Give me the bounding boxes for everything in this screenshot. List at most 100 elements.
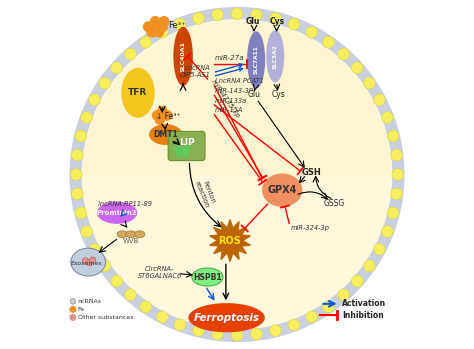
Text: miR-27a: miR-27a bbox=[215, 55, 245, 61]
Circle shape bbox=[89, 243, 100, 255]
Circle shape bbox=[99, 77, 110, 89]
Text: SLC3A2: SLC3A2 bbox=[273, 44, 278, 69]
Circle shape bbox=[75, 130, 87, 142]
Ellipse shape bbox=[117, 231, 128, 238]
Circle shape bbox=[82, 20, 392, 329]
Circle shape bbox=[174, 18, 186, 30]
Circle shape bbox=[176, 150, 183, 157]
Text: Fenton
reaction: Fenton reaction bbox=[194, 178, 217, 209]
Circle shape bbox=[288, 18, 300, 30]
Text: Cys: Cys bbox=[271, 90, 285, 99]
Circle shape bbox=[125, 289, 137, 301]
Text: miR-324-3p: miR-324-3p bbox=[291, 225, 330, 231]
Circle shape bbox=[99, 260, 110, 272]
Circle shape bbox=[81, 225, 92, 237]
Text: Other substances: Other substances bbox=[78, 315, 133, 320]
Circle shape bbox=[140, 36, 152, 48]
Circle shape bbox=[212, 9, 224, 21]
Ellipse shape bbox=[262, 173, 302, 207]
Circle shape bbox=[351, 275, 363, 287]
Text: Glu: Glu bbox=[246, 17, 260, 26]
Circle shape bbox=[70, 8, 404, 341]
Circle shape bbox=[75, 207, 87, 219]
Text: WVB: WVB bbox=[123, 238, 139, 244]
Circle shape bbox=[70, 299, 76, 304]
Circle shape bbox=[250, 9, 262, 21]
Circle shape bbox=[231, 329, 243, 341]
Circle shape bbox=[111, 62, 123, 74]
Circle shape bbox=[192, 325, 204, 336]
Text: DMT1: DMT1 bbox=[154, 130, 178, 139]
Circle shape bbox=[150, 17, 160, 27]
Circle shape bbox=[155, 115, 164, 124]
Text: miR-143-3P: miR-143-3P bbox=[215, 88, 254, 94]
Circle shape bbox=[306, 26, 318, 38]
Circle shape bbox=[156, 311, 168, 323]
Circle shape bbox=[337, 289, 349, 301]
Text: LIP: LIP bbox=[179, 138, 194, 147]
Circle shape bbox=[125, 48, 137, 60]
Text: GSH: GSH bbox=[302, 168, 322, 177]
Circle shape bbox=[81, 112, 92, 124]
Circle shape bbox=[192, 13, 204, 24]
Text: Fe: Fe bbox=[78, 307, 85, 312]
Circle shape bbox=[72, 188, 83, 200]
Text: Prominin2: Prominin2 bbox=[97, 210, 137, 216]
Text: miR-15A: miR-15A bbox=[215, 107, 244, 113]
Circle shape bbox=[70, 306, 76, 312]
Text: Activation: Activation bbox=[342, 299, 386, 308]
Circle shape bbox=[212, 328, 224, 340]
Text: SLC40A1: SLC40A1 bbox=[181, 41, 186, 72]
Ellipse shape bbox=[247, 31, 265, 88]
Circle shape bbox=[270, 325, 282, 336]
Circle shape bbox=[231, 8, 243, 20]
Circle shape bbox=[86, 260, 93, 266]
Circle shape bbox=[159, 17, 169, 27]
Text: Cys: Cys bbox=[269, 17, 284, 26]
Circle shape bbox=[144, 22, 153, 32]
Ellipse shape bbox=[71, 248, 106, 276]
Ellipse shape bbox=[135, 231, 145, 238]
Circle shape bbox=[184, 145, 190, 151]
Ellipse shape bbox=[126, 231, 136, 238]
Circle shape bbox=[382, 225, 393, 237]
Text: TFR: TFR bbox=[128, 88, 147, 97]
Ellipse shape bbox=[266, 30, 284, 82]
Ellipse shape bbox=[149, 124, 182, 145]
Text: LncRNA
OIP5-AS1: LncRNA OIP5-AS1 bbox=[180, 66, 211, 79]
Circle shape bbox=[111, 275, 123, 287]
Circle shape bbox=[174, 145, 180, 151]
Circle shape bbox=[351, 62, 363, 74]
Circle shape bbox=[90, 257, 96, 263]
Circle shape bbox=[306, 311, 318, 323]
Circle shape bbox=[387, 130, 399, 142]
Circle shape bbox=[391, 149, 402, 161]
Ellipse shape bbox=[173, 27, 193, 86]
Circle shape bbox=[387, 207, 399, 219]
Text: miR-4735-3p: miR-4735-3p bbox=[210, 79, 241, 120]
Text: LncRNA PCAT1: LncRNA PCAT1 bbox=[215, 78, 264, 84]
FancyBboxPatch shape bbox=[168, 131, 205, 161]
Text: Exosomes: Exosomes bbox=[71, 261, 102, 266]
Circle shape bbox=[337, 48, 349, 60]
Wedge shape bbox=[84, 22, 390, 174]
Circle shape bbox=[82, 258, 89, 264]
Text: HSPB1: HSPB1 bbox=[193, 273, 222, 282]
Circle shape bbox=[70, 314, 76, 320]
Circle shape bbox=[391, 188, 402, 200]
Circle shape bbox=[322, 36, 334, 48]
Text: SLC7A11: SLC7A11 bbox=[254, 45, 259, 74]
Circle shape bbox=[154, 27, 164, 37]
Text: GSSG: GSSG bbox=[324, 199, 345, 208]
Circle shape bbox=[156, 26, 168, 38]
Ellipse shape bbox=[97, 202, 137, 224]
Circle shape bbox=[158, 106, 167, 116]
Circle shape bbox=[392, 169, 404, 180]
Text: GPX4: GPX4 bbox=[267, 185, 297, 195]
Ellipse shape bbox=[192, 268, 223, 286]
Text: Glu: Glu bbox=[247, 90, 260, 99]
Circle shape bbox=[382, 112, 393, 124]
Circle shape bbox=[182, 150, 188, 157]
Text: CircRNA-
ST6GALNAC6: CircRNA- ST6GALNAC6 bbox=[138, 266, 182, 279]
Circle shape bbox=[364, 77, 375, 89]
